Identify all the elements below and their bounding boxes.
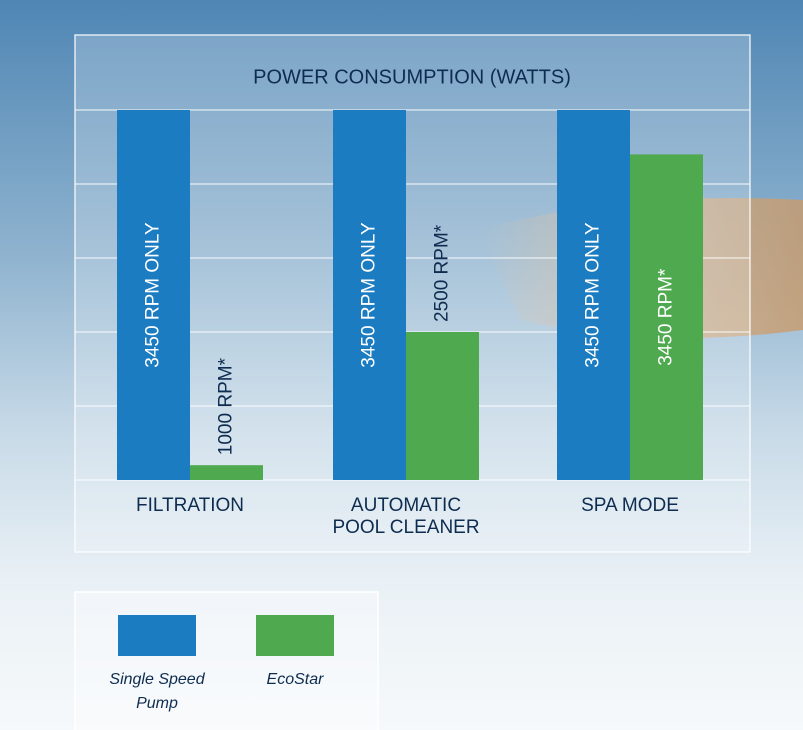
bar — [406, 332, 479, 480]
bar — [190, 465, 263, 480]
legend-swatch — [118, 615, 196, 656]
chart: POWER CONSUMPTION (WATTS) 3450 RPM ONLY 1… — [0, 0, 803, 730]
x-tick-label: SPA MODE — [581, 495, 679, 516]
bar-label: 1000 RPM* — [216, 357, 237, 455]
legend-box — [75, 592, 378, 730]
bar-label: 3450 RPM ONLY — [583, 222, 604, 368]
chart-title: POWER CONSUMPTION (WATTS) — [253, 66, 571, 88]
bar-label: 3450 RPM ONLY — [359, 222, 380, 368]
x-tick-label: FILTRATION — [136, 495, 244, 516]
bar-label: 3450 RPM ONLY — [143, 222, 164, 368]
bar-label: 3450 RPM* — [656, 268, 677, 366]
bar-label: 2500 RPM* — [432, 224, 453, 322]
legend-label: EcoStar — [267, 671, 325, 688]
legend-swatch — [256, 615, 334, 656]
